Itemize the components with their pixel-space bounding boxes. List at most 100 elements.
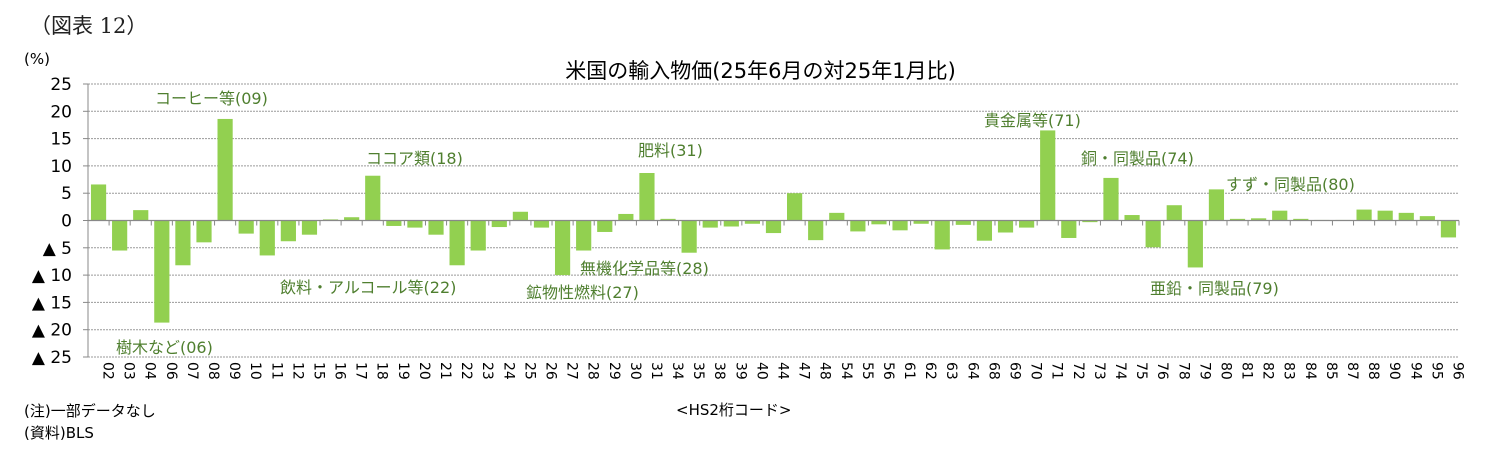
x-tick-label: 83 (1281, 362, 1297, 380)
bar-09 (217, 118, 233, 221)
bars (90, 118, 1457, 323)
x-axis-label: <HS2桁コード> (676, 401, 792, 419)
x-tick-label: 38 (711, 362, 727, 380)
x-tick-label: 55 (859, 362, 875, 380)
bar-19 (386, 220, 402, 226)
x-tick-label: 85 (1323, 362, 1339, 380)
x-tick-label: 62 (922, 362, 938, 380)
x-tick-label: 61 (901, 362, 917, 380)
bar-81 (1229, 218, 1246, 221)
bar-21 (428, 220, 444, 235)
bar-44 (765, 220, 782, 234)
bar-74 (1103, 177, 1119, 221)
bar-48 (808, 220, 824, 241)
bar-76 (1145, 220, 1161, 248)
bar-34 (660, 218, 676, 221)
bar-39 (723, 220, 739, 227)
x-tick-label: 39 (732, 362, 748, 380)
x-tick-label: 04 (142, 362, 158, 380)
x-tick-label: 34 (669, 362, 685, 380)
bar-29 (597, 220, 613, 232)
bar-71 (1040, 130, 1056, 221)
x-tick-label: 10 (247, 362, 263, 380)
bar-06 (154, 220, 170, 323)
bar-annotation: 肥料(31) (638, 141, 703, 160)
x-tick-label: 31 (648, 362, 664, 380)
bar-79 (1187, 220, 1203, 268)
x-tick-label: 30 (627, 362, 643, 380)
x-tick-label: 44 (775, 362, 791, 380)
bar-26 (533, 220, 550, 228)
x-tick-label: 27 (564, 362, 580, 380)
y-tick-label: ▲ 25 (32, 348, 72, 368)
bar-40 (744, 220, 761, 224)
x-tick-label: 17 (353, 362, 369, 380)
bar-annotation: 銅・同製品(74) (1081, 149, 1194, 168)
bar-80 (1208, 189, 1225, 221)
x-tick-label: 90 (1386, 362, 1402, 380)
x-tick-label: 03 (121, 362, 137, 380)
y-tick-label: 20 (50, 102, 72, 122)
x-tick-label: 79 (1196, 362, 1212, 380)
bar-95 (1419, 216, 1435, 221)
x-tick-label: 09 (226, 362, 242, 380)
x-tick-label: 78 (1175, 362, 1191, 380)
y-tick-label: ▲ 15 (32, 293, 72, 313)
bar-annotation: 飲料・アルコール等(22) (280, 278, 456, 297)
bar-07 (175, 220, 191, 266)
bar-54 (829, 212, 845, 221)
x-tick-label: 81 (1239, 362, 1255, 380)
x-tick-label: 20 (416, 362, 432, 380)
x-tick-label: 12 (289, 362, 305, 380)
bar-62 (913, 220, 929, 224)
bar-35 (681, 220, 697, 253)
y-tick-label: ▲ 5 (43, 239, 72, 259)
x-tick-label: 22 (458, 362, 474, 380)
bar-15 (301, 220, 318, 235)
x-tick-label: 76 (1154, 362, 1170, 380)
x-tick-label: 63 (943, 362, 959, 380)
x-tick-label: 07 (184, 362, 200, 380)
bar-69 (997, 220, 1014, 233)
bar-annotation: 亜鉛・同製品(79) (1150, 279, 1279, 298)
bar-55 (850, 220, 866, 232)
y-tick-label: 25 (50, 75, 72, 95)
x-tick-label: 06 (163, 362, 179, 380)
bar-78 (1166, 205, 1182, 221)
bar-70 (1019, 220, 1035, 228)
bar-22 (449, 220, 465, 266)
figure-label: （図表 12） (30, 14, 148, 38)
x-tick-label: 73 (1091, 362, 1107, 380)
bar-47 (786, 193, 803, 221)
bar-75 (1124, 215, 1140, 221)
bar-annotation: すず・同製品(80) (1226, 175, 1355, 194)
x-tick-label: 87 (1344, 362, 1360, 380)
x-tick-label: 02 (100, 362, 116, 380)
bar-72 (1061, 220, 1077, 238)
note-text: (注)一部データなし (24, 402, 156, 420)
x-tick-label: 11 (268, 362, 284, 380)
bar-73 (1082, 220, 1098, 223)
x-tick-label: 19 (395, 362, 411, 380)
bar-20 (407, 220, 423, 228)
chart-title: 米国の輸入物価(25年6月の対25年1月比) (565, 59, 956, 83)
x-tick-label: 82 (1260, 362, 1276, 380)
bar-31 (639, 172, 655, 221)
bar-84 (1293, 218, 1309, 221)
x-tick-label: 23 (479, 362, 495, 380)
x-tick-label: 48 (817, 362, 833, 380)
y-tick-label: 0 (61, 212, 72, 232)
x-tick-label: 69 (1007, 362, 1023, 380)
x-tick-label: 15 (310, 362, 326, 380)
x-tick-label: 16 (332, 362, 348, 380)
bar-82 (1251, 218, 1267, 221)
bar-23 (470, 220, 486, 251)
y-tick-labels: 25 20 15 10 5 0 ▲ 5 ▲ 10 ▲ 15 ▲ 20 ▲ 25 (32, 75, 72, 368)
y-tick-label: ▲ 10 (32, 266, 72, 286)
bar-63 (934, 220, 950, 250)
x-tick-labels: 02 03 04 06 07 08 09 10 11 12 15 16 17 18 19 20 21 22 23 24… (100, 362, 1466, 380)
x-tick-label: 08 (205, 362, 221, 380)
x-tick-label: 71 (1049, 362, 1065, 380)
bar-12 (280, 220, 296, 242)
y-tick-label: 5 (61, 184, 72, 204)
